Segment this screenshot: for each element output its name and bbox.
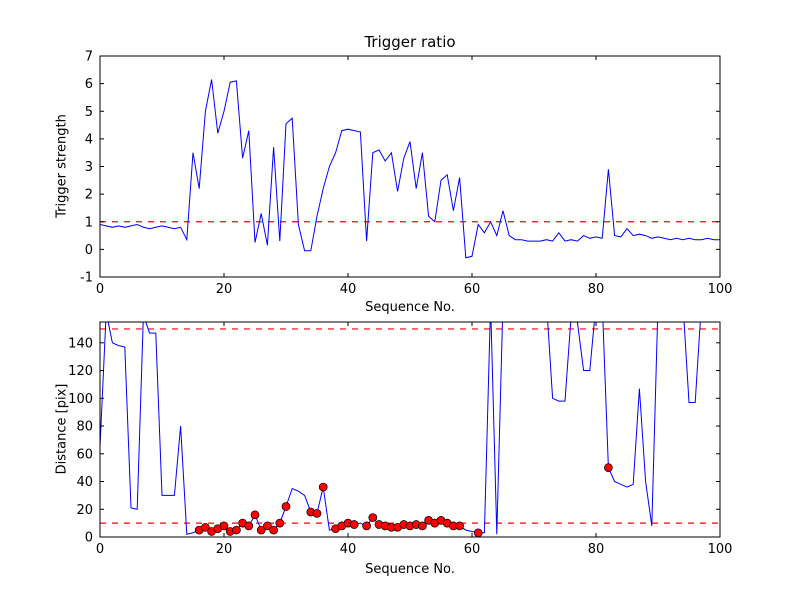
y-tick-label: 60 — [76, 447, 93, 462]
x-tick-label: 80 — [588, 282, 605, 297]
top-chart-xlabel: Sequence No. — [365, 300, 455, 315]
data-marker — [250, 510, 260, 520]
y-tick-label: 7 — [85, 50, 93, 65]
data-marker — [275, 518, 285, 528]
data-marker — [232, 525, 241, 535]
data-marker — [473, 528, 483, 537]
data-marker — [244, 521, 254, 531]
plot-area — [100, 56, 720, 277]
x-tick-label: 20 — [216, 542, 233, 557]
data-marker — [219, 521, 229, 531]
axis-frame — [99, 321, 721, 538]
data-marker — [349, 520, 359, 529]
bottom-chart: 0 20 40 60 80 100 0 20 40 60 80 100 120 140 — [68, 321, 733, 557]
data-marker — [201, 522, 210, 532]
y-tick-label: 0 — [85, 531, 93, 546]
x-tick-label: 60 — [464, 542, 481, 557]
y-tick-label: 0 — [85, 243, 93, 258]
x-tick-label: 0 — [96, 282, 104, 297]
y-tick-label: 3 — [85, 160, 93, 175]
y-tick-label: 6 — [85, 77, 93, 92]
data-marker — [312, 509, 322, 518]
x-tick-label: 80 — [588, 542, 605, 557]
data-marker — [362, 521, 371, 531]
y-tick-label: 100 — [68, 392, 93, 407]
y-tick-label: 80 — [76, 420, 93, 435]
top-chart-title: Trigger ratio — [364, 33, 456, 51]
bottom-chart-ylabel: Distance [pix] — [54, 383, 70, 475]
y-tick-label: 2 — [85, 188, 93, 203]
data-marker — [269, 525, 278, 535]
plot-area — [100, 322, 720, 537]
data-marker — [368, 513, 378, 522]
x-tick-label: 60 — [464, 282, 481, 297]
data-marker — [263, 521, 272, 531]
x-tick-label: 100 — [708, 282, 733, 297]
x-tick-label: 40 — [340, 282, 357, 297]
data-line — [100, 79, 720, 259]
x-tick-label: 100 — [708, 542, 733, 557]
y-tick-label: 5 — [85, 105, 93, 120]
y-tick-label: 120 — [68, 364, 93, 379]
x-tick-label: 20 — [216, 282, 233, 297]
y-tick-label: -1 — [80, 271, 93, 286]
y-tick-label: 1 — [85, 215, 93, 230]
data-marker — [318, 482, 328, 492]
data-marker — [604, 463, 613, 472]
data-marker — [256, 525, 266, 535]
x-tick-label: 0 — [96, 542, 104, 557]
data-marker — [455, 521, 464, 531]
data-marker — [418, 521, 427, 531]
data-marker — [281, 502, 291, 511]
x-tick-label: 40 — [340, 542, 357, 557]
y-tick-label: 40 — [76, 475, 93, 490]
top-chart-ylabel: Trigger strength — [54, 114, 70, 218]
bottom-chart-xlabel: Sequence No. — [365, 562, 455, 577]
y-tick-label: 20 — [76, 503, 93, 518]
y-tick-label: 4 — [85, 132, 93, 147]
y-tick-label: 140 — [68, 336, 93, 351]
